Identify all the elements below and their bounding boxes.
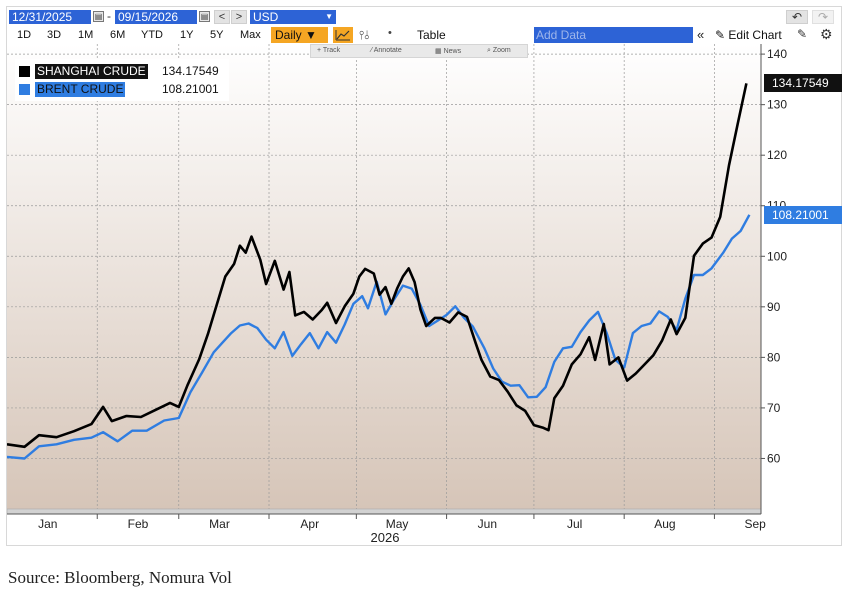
- start-date-input[interactable]: 12/31/2025: [9, 10, 91, 24]
- track-tool[interactable]: + Track: [317, 47, 340, 54]
- x-tick-label: May: [386, 517, 409, 531]
- period-1y[interactable]: 1Y: [180, 29, 194, 41]
- x-tick-label: Jan: [38, 517, 57, 531]
- x-tick-label: Sep: [744, 517, 766, 531]
- pencil-icon: ✎: [715, 28, 726, 42]
- period-1m[interactable]: 1M: [78, 29, 94, 41]
- news-label: News: [443, 48, 462, 55]
- study-icon[interactable]: ⫯⫰: [359, 28, 370, 42]
- currency-value: USD: [253, 10, 279, 24]
- more-icon[interactable]: •: [388, 27, 392, 39]
- edit-settings-icon[interactable]: ✎: [797, 27, 808, 41]
- x-axis-ticks: Jan Feb Mar Apr May Jun Jul Aug Sep: [38, 514, 766, 531]
- chart-legend: SHANGHAI CRUDE 134.17549 BRENT CRUDE 108…: [15, 59, 229, 101]
- period-3d[interactable]: 3D: [47, 29, 62, 41]
- series-line-brent-crude: [7, 214, 751, 460]
- y-tick-label: 100: [767, 249, 787, 263]
- crosshair-icon: +: [317, 47, 322, 54]
- last-value-tag-shanghai: 134.17549: [764, 74, 842, 93]
- x-tick-label: Apr: [300, 517, 319, 531]
- prev-period-button[interactable]: <: [214, 10, 230, 24]
- frequency-dropdown[interactable]: Daily ▼: [271, 27, 328, 43]
- calendar-icon[interactable]: ▤: [93, 11, 104, 22]
- chart-type-button[interactable]: [333, 27, 353, 43]
- x-tick-label: Aug: [654, 517, 675, 531]
- last-value-tag-brent: 108.21001: [764, 205, 842, 224]
- line-chart: 60708090100110120130140 JanFebMarAprMayJ…: [7, 44, 787, 545]
- legend-swatch: [19, 84, 30, 95]
- y-axis-ticks: 60708090100110120130140: [761, 47, 787, 465]
- legend-swatch: [19, 66, 30, 77]
- date-separator: -: [107, 9, 111, 23]
- period-5y[interactable]: 5Y: [210, 29, 224, 41]
- news-icon: ▦: [435, 48, 442, 55]
- annotate-tool[interactable]: ⁄ Annotate: [371, 47, 402, 54]
- x-tick-label: Feb: [128, 517, 149, 531]
- period-ytd[interactable]: YTD: [141, 29, 163, 41]
- collapse-icon[interactable]: «: [697, 27, 705, 42]
- edit-chart-label: Edit Chart: [728, 28, 782, 42]
- y-tick-label: 140: [767, 47, 787, 61]
- line-chart-icon: [335, 30, 350, 41]
- chart-tools-strip: + Track ⁄ Annotate ▦ News ⌕ Zoom: [310, 44, 528, 58]
- track-label: Track: [322, 47, 341, 54]
- x-tick-label: Jul: [567, 517, 582, 531]
- y-tick-label: 90: [767, 300, 781, 314]
- chart-window: 12/31/2025 ▤ - 09/15/2026 ▤ < > USD ▼ ↶ ↷…: [6, 6, 842, 546]
- next-period-button[interactable]: >: [231, 10, 247, 24]
- x-tick-label: Jun: [478, 517, 497, 531]
- add-data-input[interactable]: Add Data: [534, 27, 693, 43]
- legend-item-shanghai[interactable]: SHANGHAI CRUDE 134.17549: [19, 63, 227, 80]
- redo-icon: ↷: [817, 10, 829, 24]
- gear-icon[interactable]: ⚙: [820, 26, 833, 42]
- series-layer: [7, 83, 751, 460]
- magnifier-icon: ⌕: [487, 47, 491, 54]
- y-tick-label: 120: [767, 148, 787, 162]
- legend-last-value: 108.21001: [162, 82, 219, 96]
- zoom-label: Zoom: [492, 47, 511, 54]
- pencil-icon: ⁄: [371, 47, 373, 54]
- currency-select[interactable]: USD ▼: [250, 10, 336, 24]
- source-note: Source: Bloomberg, Nomura Vol: [8, 568, 232, 587]
- undo-icon: ↶: [791, 10, 803, 24]
- x-tick-label: Mar: [209, 517, 230, 531]
- series-line-shanghai-crude: [7, 83, 748, 449]
- redo-button[interactable]: ↷: [812, 10, 834, 24]
- table-button[interactable]: Table: [417, 28, 446, 42]
- period-1d[interactable]: 1D: [17, 29, 32, 41]
- chevron-down-icon: ▼: [325, 12, 333, 21]
- legend-series-name: SHANGHAI CRUDE: [35, 64, 148, 79]
- undo-button[interactable]: ↶: [786, 10, 808, 24]
- y-tick-label: 130: [767, 98, 787, 112]
- y-tick-label: 70: [767, 401, 781, 415]
- period-6m[interactable]: 6M: [110, 29, 126, 41]
- y-tick-label: 60: [767, 451, 781, 465]
- x-axis-year-label: 2026: [371, 530, 400, 545]
- period-max[interactable]: Max: [240, 29, 261, 41]
- zoom-tool[interactable]: ⌕ Zoom: [487, 47, 511, 55]
- calendar-icon[interactable]: ▤: [199, 11, 210, 22]
- news-tool[interactable]: ▦ News: [435, 47, 461, 55]
- date-range-toolbar: 12/31/2025 ▤ - 09/15/2026 ▤ < > USD ▼ ↶ ↷: [7, 7, 841, 26]
- annotate-label: Annotate: [373, 47, 402, 54]
- edit-chart-button[interactable]: ✎ Edit Chart: [715, 28, 782, 42]
- y-tick-label: 80: [767, 350, 781, 364]
- legend-series-name: BRENT CRUDE: [35, 82, 126, 97]
- legend-last-value: 134.17549: [162, 64, 219, 78]
- scroll-track[interactable]: [7, 509, 761, 514]
- legend-item-brent[interactable]: BRENT CRUDE 108.21001: [19, 81, 227, 98]
- end-date-input[interactable]: 09/15/2026: [115, 10, 197, 24]
- chart-toolbar: 1D 3D 1M 6M YTD 1Y 5Y Max Daily ▼ ⫯⫰ • T…: [7, 26, 841, 44]
